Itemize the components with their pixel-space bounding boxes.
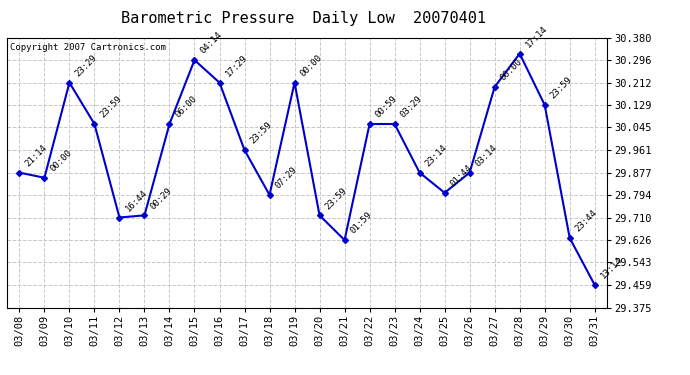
- Text: 00:00: 00:00: [499, 57, 524, 83]
- Text: 04:14: 04:14: [199, 30, 224, 56]
- Text: 00:29: 00:29: [148, 186, 174, 211]
- Text: 01:59: 01:59: [348, 210, 374, 236]
- Text: 23:59: 23:59: [324, 186, 349, 211]
- Text: 23:59: 23:59: [248, 120, 274, 146]
- Text: Copyright 2007 Cartronics.com: Copyright 2007 Cartronics.com: [10, 43, 166, 52]
- Text: 06:00: 06:00: [174, 94, 199, 120]
- Text: 23:59: 23:59: [549, 75, 574, 101]
- Text: 23:14: 23:14: [424, 143, 449, 168]
- Text: 23:44: 23:44: [574, 209, 599, 234]
- Text: 17:14: 17:14: [524, 24, 549, 50]
- Text: 21:14: 21:14: [23, 143, 49, 168]
- Text: 23:29: 23:29: [74, 53, 99, 78]
- Text: 03:14: 03:14: [474, 143, 499, 168]
- Text: 00:00: 00:00: [299, 53, 324, 78]
- Text: 23:59: 23:59: [99, 94, 124, 120]
- Text: 00:00: 00:00: [48, 148, 74, 174]
- Text: 16:44: 16:44: [124, 188, 149, 213]
- Text: 13:14: 13:14: [599, 255, 624, 281]
- Text: 17:29: 17:29: [224, 53, 249, 78]
- Text: 00:59: 00:59: [374, 94, 399, 120]
- Text: 07:29: 07:29: [274, 165, 299, 191]
- Text: 03:29: 03:29: [399, 94, 424, 120]
- Text: 01:44: 01:44: [448, 163, 474, 189]
- Text: Barometric Pressure  Daily Low  20070401: Barometric Pressure Daily Low 20070401: [121, 11, 486, 26]
